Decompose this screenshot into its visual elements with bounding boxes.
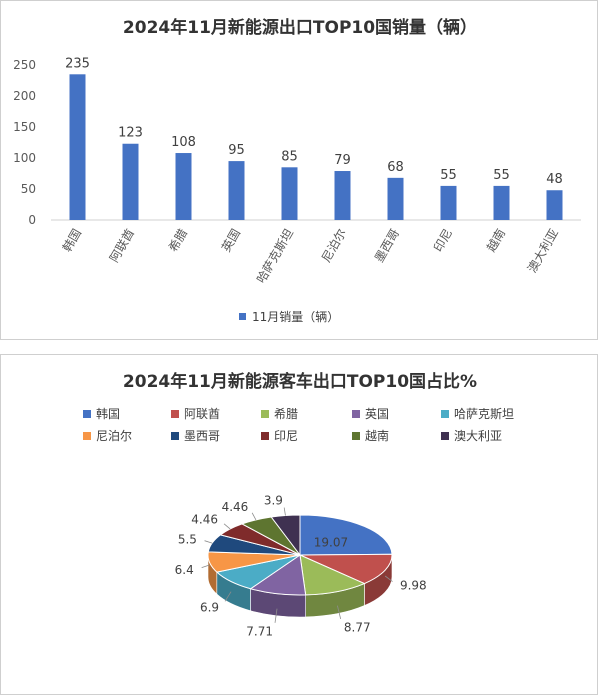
pie-value-label: 9.98 [400,579,427,593]
pie-leader-line [337,605,342,620]
bar-0 [69,74,86,220]
bar-chart: 2024年11月新能源出口TOP10国销量（辆） 0 50 100 150 200 250… [13,17,581,324]
pie-legend-label: 越南 [365,428,389,443]
bar-value-label: 235 [65,56,90,71]
pie-chart-title: 2024年11月新能源客车出口TOP10国占比% [123,371,477,392]
pie-leader-line [283,507,286,516]
pie-slice-2 [299,554,366,596]
pie-legend-swatch [171,410,179,418]
bar-chart-title: 2024年11月新能源出口TOP10国销量（辆） [123,17,477,38]
pie-legend-label: 哈萨克斯坦 [454,407,514,421]
bar-3 [228,161,245,220]
pie-legend-swatch [352,432,360,440]
pie-legend-label: 希腊 [274,406,298,421]
bar-value-label: 123 [118,126,143,141]
y-tick-label: 150 [13,120,36,134]
y-tick-label: 250 [13,58,36,72]
pie-value-label: 19.07 [314,535,348,549]
y-tick-label: 50 [21,182,36,196]
x-tick-label: 墨西哥 [372,227,402,265]
pie-value-label: 4.46 [191,513,218,527]
pie-value-label: 3.9 [264,494,283,508]
bar-chart-panel: 2024年11月新能源出口TOP10国销量（辆） 0 50 100 150 200 250… [0,0,598,340]
bar-value-label: 55 [493,168,510,183]
pie-value-label: 6.4 [175,563,194,577]
pie-value-label: 5.5 [178,532,197,546]
bar-value-label: 68 [387,160,404,175]
pie-legend-swatch [83,410,91,418]
pie-value-label: 4.46 [222,500,249,514]
pie-legend-swatch [171,432,179,440]
x-tick-label: 印尼 [431,227,455,255]
pie-leader-line [251,512,257,521]
y-tick-label: 100 [13,151,36,165]
pie-legend-label: 韩国 [96,406,120,421]
bar-value-label: 95 [228,143,245,158]
bar-4 [281,167,298,220]
x-tick-label: 澳大利亚 [525,227,561,276]
pie-legend-label: 澳大利亚 [454,429,502,443]
pie-slice-0 [299,514,393,556]
pie-leader-line [384,575,393,582]
legend-label: 11月销量（辆） [252,310,339,324]
pie-legend-swatch [83,432,91,440]
pie-value-label: 7.71 [246,625,273,639]
bar-value-label: 85 [281,149,298,164]
pie-leader-line [201,564,210,569]
bar-7 [440,185,457,220]
bar-9 [546,190,563,220]
x-tick-label: 越南 [483,226,508,254]
legend-swatch [239,313,246,320]
x-tick-label: 阿联酋 [106,226,137,265]
pie-value-label: 6.9 [200,601,219,615]
x-tick-label: 哈萨克斯坦 [254,227,296,286]
pie-legend-label: 尼泊尔 [96,428,132,443]
bar-2 [175,153,192,220]
pie-legend-label: 阿联酋 [184,406,220,421]
pie-legend-swatch [441,410,449,418]
pie-slice-1 [299,553,393,585]
y-tick-label: 0 [28,213,36,227]
bar-8 [493,185,510,220]
bar-value-label: 108 [171,135,196,150]
pie-leader-line [224,591,232,602]
pie-leader-line [204,540,213,544]
bar-5 [334,171,351,220]
pie-leader-line [223,523,231,530]
x-tick-label: 尼泊尔 [318,226,349,265]
bar-value-label: 55 [440,168,457,183]
pie-legend-swatch [261,410,269,418]
bar-value-label: 48 [546,172,563,187]
y-tick-label: 200 [13,89,36,103]
pie-legend-swatch [441,432,449,440]
pie-leader-line [274,608,278,623]
bar-6 [387,177,404,220]
pie-legend-label: 墨西哥 [184,429,220,443]
pie-value-label: 8.77 [344,620,371,634]
x-tick-label: 希腊 [165,226,190,254]
pie-legend-swatch [261,432,269,440]
bar-1 [122,143,139,220]
pie-chart-panel: 2024年11月新能源客车出口TOP10国占比% 韩国 阿联酋 希腊 英国 哈萨克斯坦尼… [0,354,598,695]
bar-value-label: 79 [334,153,351,168]
pie-legend-label: 英国 [365,407,389,421]
pie-legend-label: 印尼 [274,429,298,443]
pie-chart: 2024年11月新能源客车出口TOP10国占比% 韩国 阿联酋 希腊 英国 哈萨克斯坦尼… [83,371,514,639]
x-tick-label: 英国 [219,227,243,255]
pie-slice-9 [270,514,301,557]
pie-legend-swatch [352,410,360,418]
x-tick-label: 韩国 [59,226,84,254]
